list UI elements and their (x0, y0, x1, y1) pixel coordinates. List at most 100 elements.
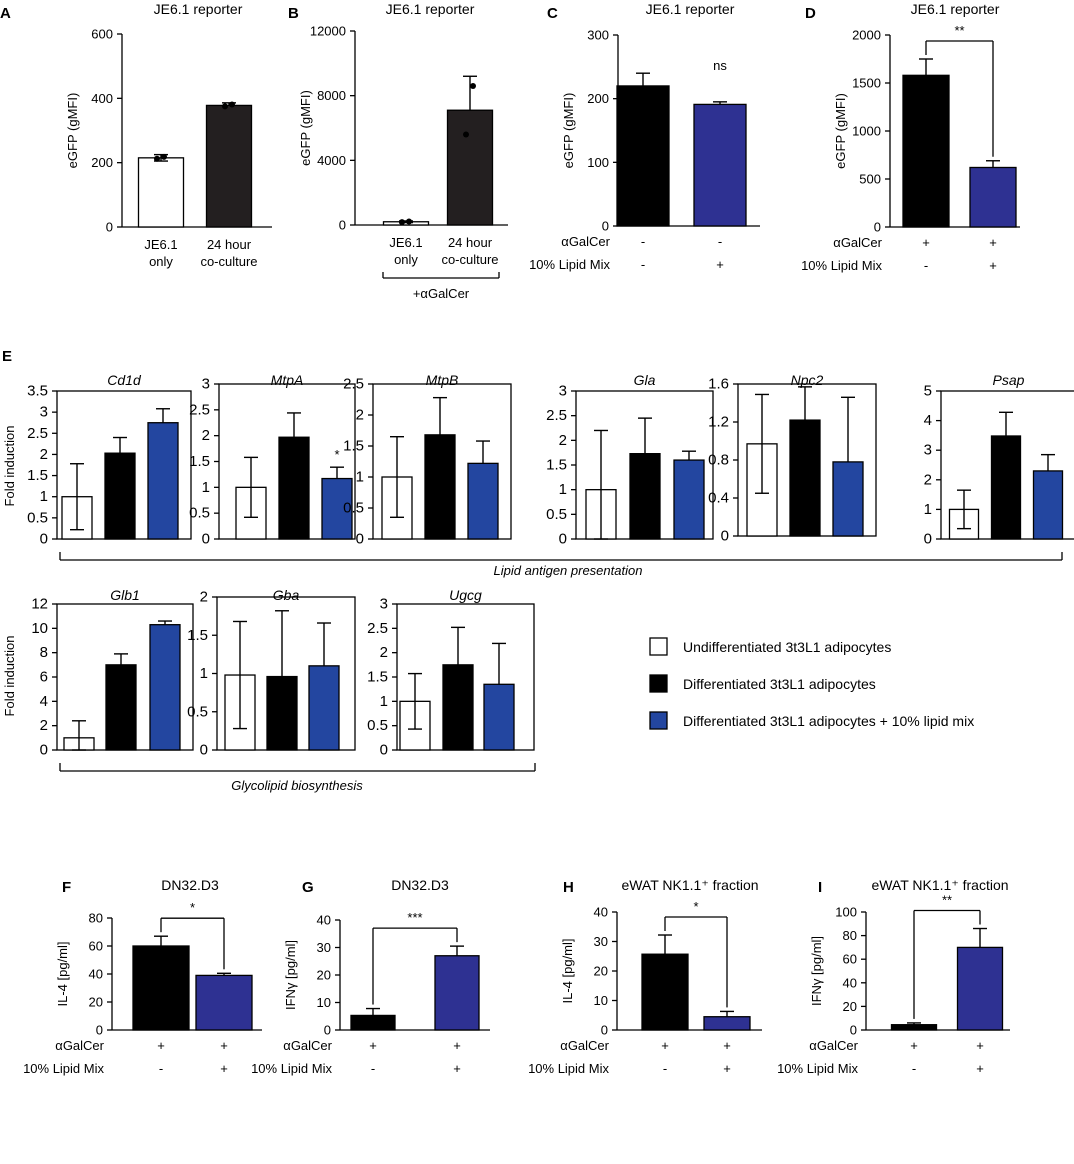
panel-letter: C (547, 5, 558, 22)
y-tick-label: 1.6 (708, 376, 729, 393)
legend-swatch-0 (649, 637, 668, 656)
y-tick-label: 80 (89, 911, 103, 926)
row-value: + (157, 1038, 165, 1053)
y-axis-label: Fold induction (2, 636, 17, 717)
y-axis-label: IL-4 [pg/ml] (55, 941, 70, 1006)
chart-title: Cd1d (107, 372, 142, 388)
y-tick-label: 3 (40, 404, 48, 421)
data-point-A (154, 155, 160, 162)
y-tick-label: 4 (924, 412, 932, 429)
y-tick-label: 0 (380, 742, 388, 759)
bar-E8-1 (266, 675, 298, 751)
bar-E3-2 (467, 462, 499, 540)
row-value: + (976, 1038, 984, 1053)
y-tick-label: 0 (339, 218, 346, 233)
y-tick-label: 4000 (317, 153, 346, 168)
chart-title: Gba (273, 587, 300, 603)
significance-label: ** (942, 893, 952, 908)
y-tick-label: 10 (594, 993, 608, 1008)
bar-F-1 (195, 974, 253, 1031)
bar-E8-2 (308, 665, 340, 751)
row-label: αGalCer (561, 234, 610, 249)
chart-title: DN32.D3 (161, 877, 219, 893)
y-tick-label: 10 (31, 620, 48, 637)
y-axis-label: eGFP (gMFI) (561, 93, 576, 169)
row-value: + (716, 257, 724, 272)
data-point-B (399, 219, 405, 226)
category-label: JE6.1 (144, 237, 177, 252)
y-tick-label: 300 (587, 28, 609, 43)
y-tick-label: 20 (594, 964, 608, 979)
y-tick-label: 60 (89, 939, 103, 954)
data-point-B (470, 82, 476, 89)
chart-title: MtpA (271, 372, 304, 388)
panel-letter: F (62, 879, 71, 896)
bar-I-1 (956, 946, 1004, 1031)
y-tick-label: 5 (924, 383, 932, 400)
y-tick-label: 0 (602, 219, 609, 234)
legend-label: Differentiated 3t3L1 adipocytes + 10% li… (683, 713, 974, 729)
chart-title: eWAT NK1.1⁺ fraction (621, 877, 758, 893)
y-tick-label: 60 (843, 952, 857, 967)
y-tick-label: 0 (559, 531, 567, 548)
bar-F-0 (132, 945, 190, 1031)
y-tick-label: 2 (380, 644, 388, 661)
row-value: + (220, 1061, 228, 1076)
y-tick-label: 2 (356, 407, 364, 424)
y-tick-label: 200 (587, 91, 609, 106)
y-tick-label: 0.5 (546, 506, 567, 523)
chart-title: Psap (993, 372, 1025, 388)
y-tick-label: 1000 (852, 124, 881, 139)
y-tick-label: 1 (924, 501, 932, 518)
chart-title: JE6.1 reporter (386, 1, 475, 17)
y-tick-label: 1 (40, 488, 48, 505)
galcer-bracket-label: +αGalCer (413, 286, 470, 301)
y-tick-label: 0.8 (708, 452, 729, 469)
data-point-B (463, 131, 469, 138)
y-axis-label: IFNγ [pg/ml] (283, 940, 298, 1010)
bar-E9-1 (442, 664, 474, 751)
y-tick-label: 1.5 (546, 457, 567, 474)
y-tick-label: 10 (317, 995, 331, 1010)
row-value: - (371, 1061, 375, 1076)
y-tick-label: 2 (559, 432, 567, 449)
row-value: + (723, 1038, 731, 1053)
category-label: co-culture (441, 252, 498, 267)
chart-title: JE6.1 reporter (154, 1, 243, 17)
y-tick-label: 1.5 (189, 453, 210, 470)
y-tick-label: 0 (924, 531, 932, 548)
y-axis-label: IFNγ [pg/ml] (809, 936, 824, 1006)
bar-E3-1 (424, 434, 456, 540)
row-label: 10% Lipid Mix (528, 1061, 609, 1076)
row-value: + (661, 1038, 669, 1053)
y-tick-label: 1 (356, 469, 364, 486)
row-value: + (989, 258, 997, 273)
legend-label: Undifferentiated 3t3L1 adipocytes (683, 639, 891, 655)
chart-title: Npc2 (791, 372, 824, 388)
y-tick-label: 3 (380, 596, 388, 613)
category-label: only (394, 252, 418, 267)
y-tick-label: 3 (202, 376, 210, 393)
bar-D-0 (902, 74, 950, 228)
y-tick-label: 0 (106, 220, 113, 235)
y-tick-label: 2 (924, 471, 932, 488)
y-tick-label: 40 (89, 967, 103, 982)
y-tick-label: 0 (601, 1023, 608, 1038)
chart-title: JE6.1 reporter (911, 1, 1000, 17)
row-value: + (369, 1038, 377, 1053)
bar-E5-2 (832, 461, 864, 537)
chart-title: Ugcg (449, 587, 482, 603)
row-value: + (453, 1038, 461, 1053)
row-value: - (641, 234, 645, 249)
row-label: 10% Lipid Mix (777, 1061, 858, 1076)
y-tick-label: 6 (40, 669, 48, 686)
group-label: Lipid antigen presentation (494, 563, 643, 578)
y-axis-label: eGFP (gMFI) (298, 90, 313, 166)
bar-E6-2 (1032, 470, 1064, 540)
y-tick-label: 1.5 (367, 669, 388, 686)
y-tick-label: 20 (317, 968, 331, 983)
y-tick-label: 3.5 (27, 383, 48, 400)
row-value: + (723, 1061, 731, 1076)
row-value: - (641, 257, 645, 272)
row-label: 10% Lipid Mix (529, 257, 610, 272)
